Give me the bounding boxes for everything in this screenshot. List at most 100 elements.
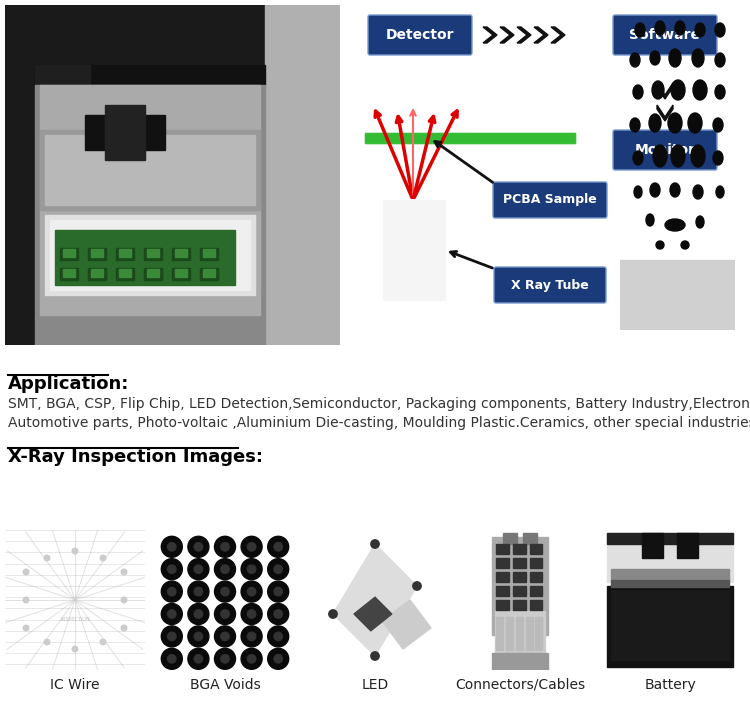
Ellipse shape [715, 85, 725, 99]
Text: Monitor: Monitor [634, 143, 695, 157]
Circle shape [194, 543, 202, 551]
Bar [365, 133, 575, 143]
Bar [119, 269, 131, 277]
Circle shape [161, 626, 182, 647]
Ellipse shape [671, 145, 685, 167]
Circle shape [220, 610, 230, 618]
Circle shape [72, 646, 78, 652]
Bar [513, 572, 526, 582]
Circle shape [370, 652, 380, 660]
Circle shape [188, 626, 209, 647]
Circle shape [44, 555, 50, 561]
Text: INSPECTION: INSPECTION [60, 617, 90, 622]
Ellipse shape [633, 151, 643, 165]
Circle shape [241, 581, 262, 602]
Bar [91, 269, 103, 277]
Bar [513, 600, 526, 610]
Circle shape [220, 565, 230, 573]
Bar [513, 544, 526, 554]
Ellipse shape [656, 241, 664, 249]
Circle shape [188, 581, 209, 602]
Circle shape [220, 632, 230, 640]
Ellipse shape [681, 241, 689, 249]
Circle shape [241, 648, 262, 670]
Text: PCBA Sample: PCBA Sample [503, 193, 597, 207]
Bar [172, 268, 190, 280]
Bar [536, 617, 542, 650]
Ellipse shape [650, 51, 660, 65]
Circle shape [167, 632, 176, 640]
Ellipse shape [650, 183, 660, 197]
Bar [383, 200, 445, 300]
Circle shape [44, 639, 50, 645]
Bar [496, 617, 503, 650]
Circle shape [161, 559, 182, 580]
Circle shape [274, 655, 283, 663]
Bar [105, 105, 145, 160]
Circle shape [214, 626, 236, 647]
Bar [175, 249, 187, 257]
Bar [144, 268, 162, 280]
Bar [607, 533, 733, 582]
Circle shape [274, 588, 283, 596]
Ellipse shape [649, 114, 661, 132]
Circle shape [268, 603, 289, 625]
Bar [523, 533, 537, 544]
Circle shape [241, 626, 262, 647]
Circle shape [167, 588, 176, 596]
Ellipse shape [652, 81, 664, 99]
Bar [147, 269, 159, 277]
Bar [63, 269, 75, 277]
Ellipse shape [653, 145, 667, 167]
Bar [5, 5, 340, 75]
Bar [516, 617, 523, 650]
Ellipse shape [688, 113, 702, 133]
Polygon shape [657, 83, 673, 99]
Bar [144, 248, 162, 260]
Circle shape [100, 639, 106, 645]
Circle shape [161, 603, 182, 625]
Circle shape [328, 610, 338, 618]
Bar [45, 135, 255, 205]
Bar [513, 558, 526, 568]
Bar [200, 248, 218, 260]
Ellipse shape [670, 183, 680, 197]
Bar [530, 572, 542, 582]
Bar [530, 600, 542, 610]
Circle shape [23, 569, 28, 575]
Circle shape [194, 655, 202, 663]
Ellipse shape [696, 216, 704, 228]
Circle shape [100, 555, 106, 561]
Circle shape [274, 632, 283, 640]
Circle shape [248, 588, 256, 596]
Bar [203, 249, 215, 257]
Text: BGA Voids: BGA Voids [190, 678, 260, 692]
Circle shape [194, 588, 202, 596]
Circle shape [214, 536, 236, 558]
FancyBboxPatch shape [613, 130, 717, 170]
Circle shape [248, 632, 256, 640]
FancyBboxPatch shape [613, 15, 717, 55]
Circle shape [194, 565, 202, 573]
Circle shape [167, 543, 176, 551]
Circle shape [220, 588, 230, 596]
Bar [50, 220, 250, 290]
Circle shape [220, 655, 230, 663]
Text: X-Ray Inspection Images:: X-Ray Inspection Images: [8, 448, 263, 466]
Circle shape [220, 543, 230, 551]
Circle shape [188, 536, 209, 558]
Bar [203, 269, 215, 277]
Bar [91, 249, 103, 257]
Bar [496, 544, 508, 554]
Ellipse shape [646, 214, 654, 226]
Circle shape [268, 626, 289, 647]
Bar [35, 85, 265, 345]
Circle shape [268, 581, 289, 602]
Ellipse shape [665, 219, 685, 231]
Text: Connectors/Cables: Connectors/Cables [455, 678, 585, 692]
Circle shape [161, 648, 182, 670]
Bar [642, 533, 663, 558]
Circle shape [413, 582, 422, 590]
Ellipse shape [669, 49, 681, 67]
Bar [63, 249, 75, 257]
